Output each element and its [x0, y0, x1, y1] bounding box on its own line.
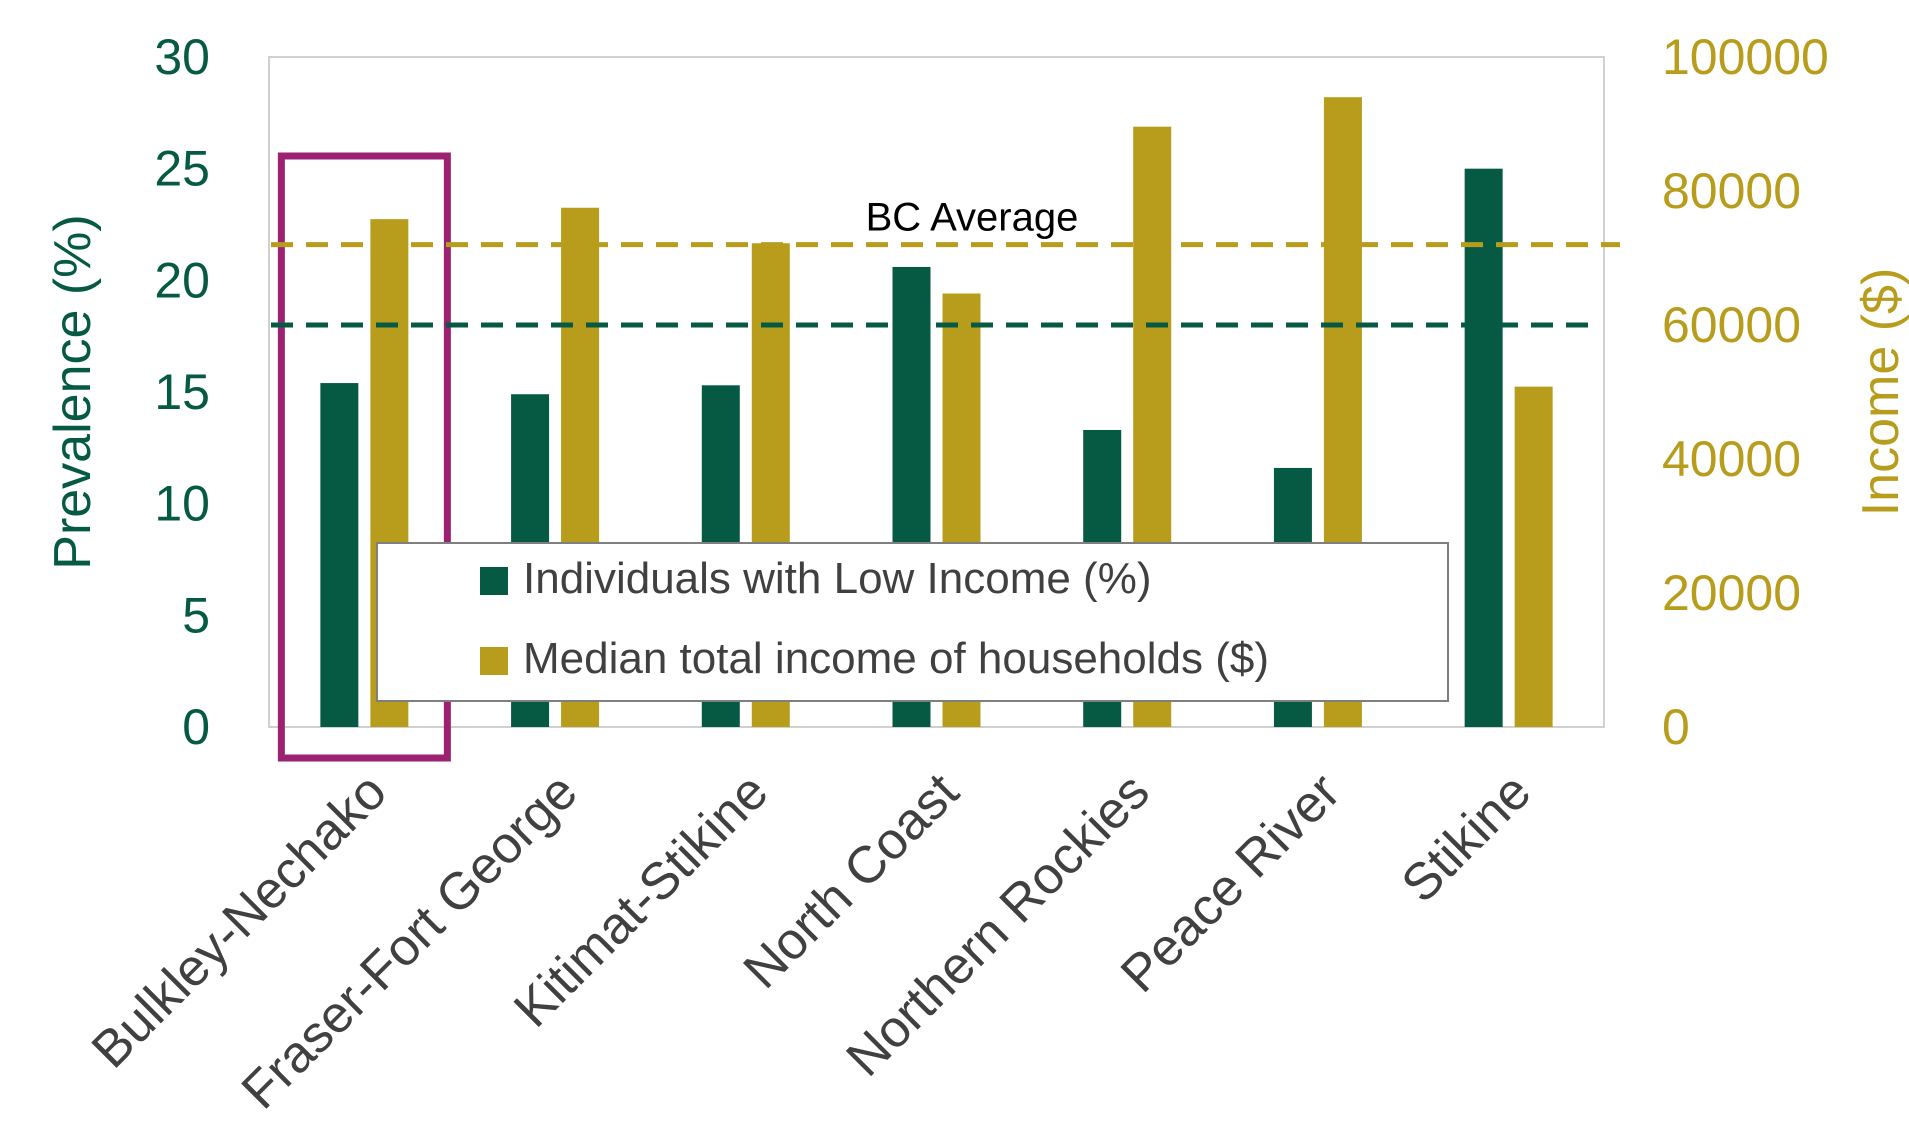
bar-low-income [320, 383, 359, 727]
y-tick-right: 80000 [1662, 163, 1801, 219]
y-tick-left: 25 [154, 141, 210, 197]
y-tick-right: 20000 [1662, 565, 1801, 621]
category-label: Fraser-Fort George [231, 762, 589, 1120]
bar-low-income [1464, 168, 1503, 727]
bar-median-income [1514, 386, 1553, 727]
y-tick-left: 15 [154, 364, 210, 420]
legend-swatch [480, 567, 508, 595]
y-axis-title-left: Prevalence (%) [44, 214, 102, 569]
legend-label: Median total income of households ($) [523, 634, 1269, 683]
legend-box [376, 542, 1449, 702]
category-label: Stikine [1391, 762, 1542, 913]
y-tick-right: 100000 [1662, 29, 1829, 85]
legend-label: Individuals with Low Income (%) [523, 554, 1151, 603]
y-tick-left: 5 [182, 587, 210, 643]
y-tick-left: 20 [154, 252, 210, 308]
bc-average-label: BC Average [866, 196, 1079, 240]
y-tick-left: 0 [182, 699, 210, 755]
legend-swatch [480, 647, 508, 675]
y-axis-title-right: Income ($) [1852, 268, 1909, 517]
y-tick-left: 30 [154, 29, 210, 85]
y-tick-right: 40000 [1662, 431, 1801, 487]
y-tick-right: 0 [1662, 699, 1690, 755]
legend: Individuals with Low Income (%) Median to… [376, 542, 1449, 702]
y-tick-left: 10 [154, 476, 210, 532]
highlight-box [277, 152, 451, 762]
y-tick-right: 60000 [1662, 297, 1801, 353]
